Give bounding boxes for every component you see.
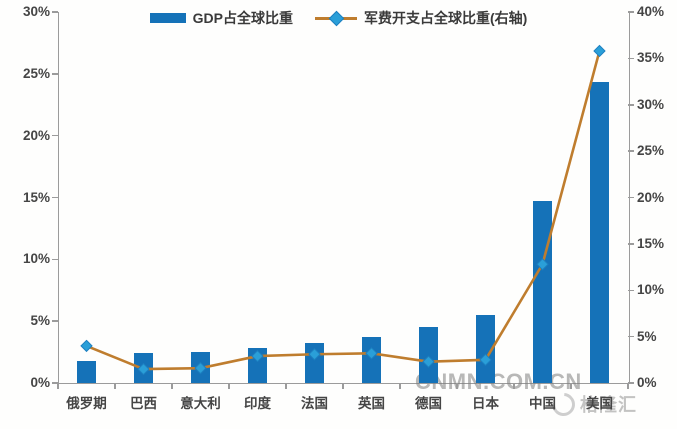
legend-label-military: 军费开支占全球比重(右轴) bbox=[364, 10, 528, 26]
watermark-gelonghui: 格隆汇 bbox=[547, 387, 637, 421]
gdp-bar bbox=[419, 327, 438, 383]
x-axis-label: 中国 bbox=[529, 396, 556, 411]
x-axis-label: 英国 bbox=[358, 396, 385, 411]
gdp-bar bbox=[590, 82, 609, 383]
right-axis-label: 5% bbox=[637, 328, 657, 344]
left-axis-tick bbox=[52, 73, 58, 75]
left-axis-tick bbox=[52, 320, 58, 322]
x-axis-tick bbox=[456, 383, 458, 389]
right-axis-label: 40% bbox=[637, 4, 665, 19]
x-axis-label: 美国 bbox=[586, 396, 613, 411]
right-axis-label: 35% bbox=[637, 50, 665, 66]
x-axis-tick bbox=[399, 383, 401, 389]
right-axis-label: 20% bbox=[637, 189, 665, 205]
gdp-bar bbox=[533, 201, 552, 383]
x-axis-tick bbox=[627, 383, 629, 389]
right-axis-label: 0% bbox=[637, 375, 657, 390]
legend-item-military: 军费开支占全球比重(右轴) bbox=[315, 8, 527, 28]
gdp-bar bbox=[191, 352, 210, 383]
right-axis-tick bbox=[628, 11, 634, 13]
right-axis-tick bbox=[628, 104, 634, 106]
left-axis-label: 20% bbox=[22, 127, 50, 143]
left-axis-label: 10% bbox=[22, 251, 50, 267]
legend-item-gdp: GDP占全球比重 bbox=[149, 8, 293, 28]
x-axis-label: 德国 bbox=[415, 396, 442, 411]
gdp-bar bbox=[134, 353, 153, 383]
left-axis-tick bbox=[52, 258, 58, 261]
x-axis-tick bbox=[285, 383, 287, 389]
right-axis-label: 10% bbox=[637, 282, 665, 298]
right-axis-tick bbox=[628, 243, 634, 245]
legend-label-gdp: GDP占全球比重 bbox=[192, 10, 293, 26]
x-axis-label: 印度 bbox=[244, 396, 271, 411]
right-axis-tick bbox=[628, 196, 634, 199]
x-axis-tick bbox=[114, 383, 116, 389]
right-axis-label: 15% bbox=[637, 235, 665, 251]
bar-swatch-icon bbox=[149, 13, 186, 23]
watermark-cnmn: CNMN.COM.CN bbox=[415, 369, 582, 394]
gdp-bar bbox=[305, 343, 324, 383]
x-axis-tick bbox=[228, 383, 230, 389]
left-axis-label: 25% bbox=[22, 65, 50, 81]
left-axis-tick bbox=[52, 134, 58, 137]
x-axis-label: 俄罗期 bbox=[66, 396, 107, 411]
right-axis-label: 25% bbox=[637, 143, 665, 159]
left-axis-tick bbox=[52, 382, 58, 384]
x-axis-tick bbox=[570, 383, 572, 389]
right-axis-tick bbox=[628, 382, 634, 384]
x-axis-tick bbox=[342, 383, 344, 389]
left-axis-tick bbox=[52, 196, 58, 199]
x-axis-label: 意大利 bbox=[180, 396, 221, 411]
x-axis-label: 日本 bbox=[472, 396, 499, 411]
gdp-bar bbox=[476, 314, 495, 383]
x-axis-tick bbox=[513, 383, 515, 389]
x-axis-label: 法国 bbox=[301, 396, 328, 411]
gdp-bar bbox=[248, 348, 267, 383]
line-marker-icon bbox=[315, 10, 357, 27]
left-axis-label: 15% bbox=[22, 189, 50, 205]
right-axis-label: 30% bbox=[637, 96, 665, 112]
right-axis-tick bbox=[628, 335, 634, 338]
right-axis-tick bbox=[628, 57, 634, 60]
right-axis-tick bbox=[628, 150, 634, 152]
x-axis-tick bbox=[171, 383, 173, 389]
left-axis-label: 5% bbox=[30, 313, 50, 329]
x-axis-tick bbox=[57, 383, 59, 389]
gdp-bar bbox=[77, 360, 96, 383]
left-axis-label: 30% bbox=[22, 4, 50, 19]
legend: GDP占全球比重 军费开支占全球比重(右轴) bbox=[0, 8, 677, 28]
gelonghui-label: 格隆汇 bbox=[580, 395, 637, 415]
right-axis-tick bbox=[628, 289, 634, 291]
gdp-bar bbox=[362, 337, 381, 383]
left-axis-label: 0% bbox=[30, 375, 50, 390]
x-axis-label: 巴西 bbox=[130, 396, 157, 411]
left-axis-tick bbox=[52, 11, 58, 13]
